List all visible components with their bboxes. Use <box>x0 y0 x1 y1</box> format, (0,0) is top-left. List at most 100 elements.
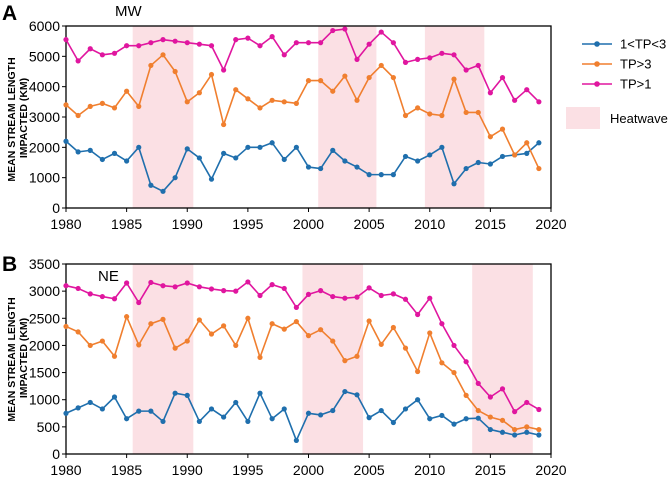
panel-b-point-1-tp-3-2011 <box>439 412 445 419</box>
panel-a-ytick-label-3000: 3000 <box>29 109 60 125</box>
panel-b-letter: B <box>2 253 17 276</box>
panel-a-series-line-tp-3 <box>65 54 540 169</box>
panel-b-point-tp-3-1986 <box>136 342 142 348</box>
panel-a-point-tp-1-1999 <box>293 40 299 46</box>
panel-b-point-tp-3-2012 <box>451 369 457 376</box>
panel-a-point-tp-3-1992 <box>208 71 215 78</box>
panel-b-point-tp-3-1998 <box>281 326 287 332</box>
panel-b-point-tp-3-2002 <box>330 338 336 344</box>
panel-a-point-tp-1-2013 <box>463 67 469 73</box>
panel-a-point-1-tp-3-1991 <box>196 155 202 161</box>
panel-b-point-tp-1-1985 <box>124 280 130 286</box>
panel-a-point-1-tp-3-2015 <box>487 161 493 167</box>
panel-b-point-tp-1-1998 <box>281 285 287 292</box>
panel-a-xtick-label-2000: 2000 <box>293 216 324 232</box>
panel-b-point-tp-1-2001 <box>318 288 324 294</box>
panel-a-point-tp-1-1991 <box>196 41 202 47</box>
panel-a-point-tp-3-2017 <box>512 152 518 158</box>
panel-b-point-1-tp-3-1988 <box>160 418 166 425</box>
panel-a-point-tp-3-2004 <box>354 97 360 103</box>
panel-a-point-tp-1-2000 <box>305 40 312 46</box>
panel-b-point-tp-3-1981 <box>75 329 81 335</box>
panel-a-point-tp-1-1981 <box>75 58 81 64</box>
panel-b-point-tp-1-1992 <box>208 286 215 292</box>
panel-b-point-tp-3-1999 <box>293 318 299 325</box>
panel-a-point-1-tp-3-2013 <box>463 165 469 172</box>
panel-b-point-tp-3-1987 <box>148 321 154 327</box>
panel-a-point-1-tp-3-2006 <box>378 172 384 178</box>
panel-a-point-tp-1-1993 <box>221 67 227 73</box>
panel-a-point-tp-3-2001 <box>318 78 324 84</box>
panel-a-point-tp-1-1983 <box>99 52 105 58</box>
panel-a-point-1-tp-3-1986 <box>136 144 142 150</box>
legend-heatwave-label: Heatwave <box>610 111 668 126</box>
panel-a-xtick-label-2005: 2005 <box>354 216 385 232</box>
panel-b-point-tp-1-2014 <box>475 380 481 387</box>
panel-a-point-tp-1-2006 <box>378 29 384 35</box>
panel-a-series-line-tp-1 <box>65 28 540 103</box>
panel-a-point-1-tp-3-2007 <box>390 172 396 178</box>
panel-b-point-tp-3-1995 <box>245 315 251 321</box>
panel-b-point-1-tp-3-2000 <box>305 410 312 416</box>
panel-b-point-tp-1-2007 <box>390 291 396 297</box>
panel-a-ytick-label-2000: 2000 <box>29 139 60 155</box>
panel-a-point-tp-3-1998 <box>281 99 287 105</box>
panel-b-series-line-tp-1 <box>65 281 540 413</box>
panel-a-point-tp-3-2016 <box>499 126 506 132</box>
panel-b-point-tp-1-2003 <box>342 295 348 301</box>
panel-a-point-tp-1-2003 <box>342 26 348 32</box>
panel-b-xtick-label-1980: 1980 <box>50 462 81 478</box>
panel-b-point-tp-1-1988 <box>160 283 166 289</box>
panel-b-point-1-tp-3-2019 <box>536 432 542 438</box>
panel-a-point-tp-3-2006 <box>378 62 384 69</box>
panel-b-point-1-tp-3-1996 <box>257 390 263 396</box>
panel-b-point-tp-1-2000 <box>305 291 312 297</box>
panel-a-point-tp-1-2015 <box>487 90 493 96</box>
panel-b-point-1-tp-3-1998 <box>281 406 287 412</box>
panel-b-point-tp-3-2007 <box>390 324 396 331</box>
panel-a-point-tp-1-2002 <box>330 27 336 34</box>
panel-a-point-tp-1-1989 <box>172 38 178 44</box>
panel-b-point-tp-3-1980 <box>63 323 69 330</box>
panel-a-point-tp-1-1986 <box>136 43 142 49</box>
panel-a-ytick-label-1000: 1000 <box>29 170 60 186</box>
panel-a-point-tp-3-2018 <box>524 140 530 146</box>
panel-a-point-tp-3-2005 <box>366 74 372 81</box>
panel-a-ylabel-line2: IMPACTED (KM) <box>18 78 30 158</box>
panel-a-point-1-tp-3-2016 <box>499 153 506 160</box>
panel-a-point-tp-3-1999 <box>293 100 299 106</box>
panel-b-point-1-tp-3-1986 <box>136 408 142 414</box>
panel-a-point-tp-1-2014 <box>475 62 481 69</box>
panel-a-point-tp-3-2015 <box>487 134 493 140</box>
panel-b-xtick-label-2020: 2020 <box>535 462 566 478</box>
panel-a-point-tp-3-2019 <box>536 165 542 172</box>
legend-heatwave-swatch <box>566 107 600 129</box>
panel-a-point-tp-3-1982 <box>87 103 93 109</box>
panel-b-point-tp-1-2017 <box>512 409 518 415</box>
panel-a-xtick-label-1985: 1985 <box>111 216 142 232</box>
panel-a-point-1-tp-3-1992 <box>208 176 215 182</box>
panel-b-point-1-tp-3-2014 <box>475 415 481 421</box>
panel-b-point-tp-3-1993 <box>221 323 227 329</box>
panel-a-point-tp-1-2012 <box>451 52 457 58</box>
panel-a-point-tp-3-1980 <box>63 102 69 108</box>
panel-b-point-tp-1-2012 <box>451 342 457 349</box>
panel-b-ytick-label-2500: 2500 <box>29 310 60 326</box>
panel-b-point-1-tp-3-2004 <box>354 392 360 398</box>
panel-b-point-tp-1-2018 <box>524 399 530 406</box>
panel-a-point-1-tp-3-1983 <box>99 156 105 163</box>
panel-a-point-tp-3-1986 <box>136 103 142 109</box>
panel-a-point-tp-3-1991 <box>196 90 202 96</box>
panel-b-point-1-tp-3-2001 <box>318 412 324 418</box>
panel-a-point-1-tp-3-1993 <box>221 150 227 156</box>
panel-b-point-tp-1-1981 <box>75 285 81 292</box>
panel-b-point-tp-1-1993 <box>221 288 227 294</box>
panel-a-point-tp-3-1981 <box>75 112 81 119</box>
panel-a-point-tp-3-1993 <box>221 121 227 128</box>
panel-b-heatwave-band-2 <box>302 264 364 454</box>
panel-b-point-tp-1-2006 <box>378 292 384 299</box>
panel-a-point-tp-1-1985 <box>124 43 130 49</box>
panel-a-point-tp-3-1989 <box>172 68 178 75</box>
panel-b-point-tp-3-1983 <box>99 338 105 344</box>
legend-marker-tp-1 <box>594 81 600 87</box>
